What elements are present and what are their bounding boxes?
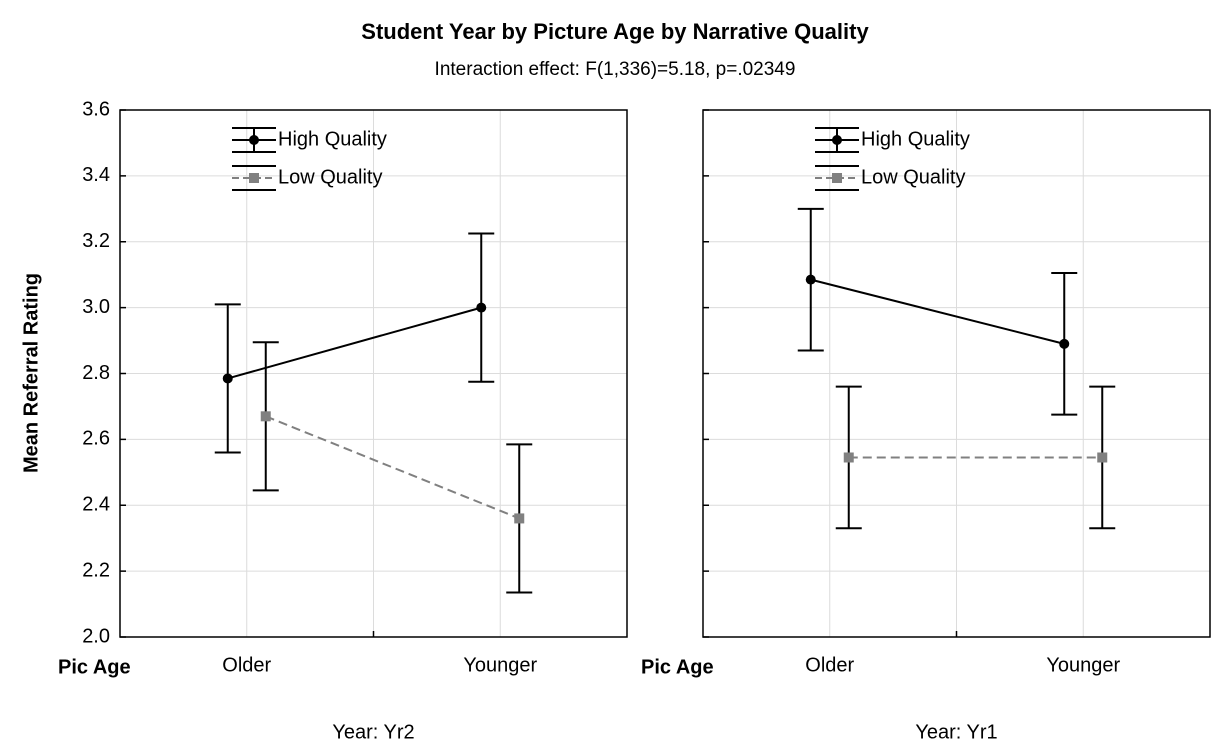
point [843, 452, 854, 463]
x-tick-label: Younger [463, 654, 537, 676]
y-tick-label: 3.0 [82, 296, 110, 318]
point [476, 302, 487, 313]
plot-frame [702, 109, 1211, 638]
x-tick-label: Older [222, 654, 271, 676]
legend-symbol [249, 135, 259, 145]
y-tick-label: 2.6 [82, 428, 110, 450]
legend-label: Low Quality [861, 166, 966, 188]
series-line [265, 415, 520, 520]
chart-subtitle: Interaction effect: F(1,336)=5.18, p=.02… [435, 59, 796, 80]
x-tick-label: Younger [1046, 654, 1120, 676]
x-tick-label: Older [805, 654, 854, 676]
x-axis-label: Pic Age [58, 656, 131, 678]
y-tick-label: 2.0 [82, 625, 110, 647]
y-tick-label: 3.6 [82, 98, 110, 120]
point [222, 373, 233, 384]
y-tick-label: 2.8 [82, 362, 110, 384]
chart-title: Student Year by Picture Age by Narrative… [361, 19, 869, 44]
y-tick-label: 2.2 [82, 559, 110, 581]
plot-frame [119, 109, 628, 638]
point [260, 411, 271, 422]
legend-symbol [832, 173, 842, 183]
panel-caption: Year: Yr2 [332, 721, 414, 743]
series-line [227, 306, 482, 380]
x-axis-label: Pic Age [641, 656, 714, 678]
legend-symbol [249, 173, 259, 183]
panel-caption: Year: Yr1 [915, 721, 997, 743]
legend-label: High Quality [861, 128, 970, 150]
legend-symbol [832, 135, 842, 145]
y-tick-label: 3.4 [82, 164, 110, 186]
series-line [810, 278, 1065, 345]
y-tick-label: 3.2 [82, 230, 110, 252]
y-axis-label: Mean Referral Rating [20, 273, 42, 473]
legend-label: Low Quality [278, 166, 383, 188]
y-tick-label: 2.4 [82, 494, 110, 516]
point [805, 274, 816, 285]
point [514, 513, 525, 524]
legend-label: High Quality [278, 128, 387, 150]
point [1097, 452, 1108, 463]
point [1059, 338, 1070, 349]
